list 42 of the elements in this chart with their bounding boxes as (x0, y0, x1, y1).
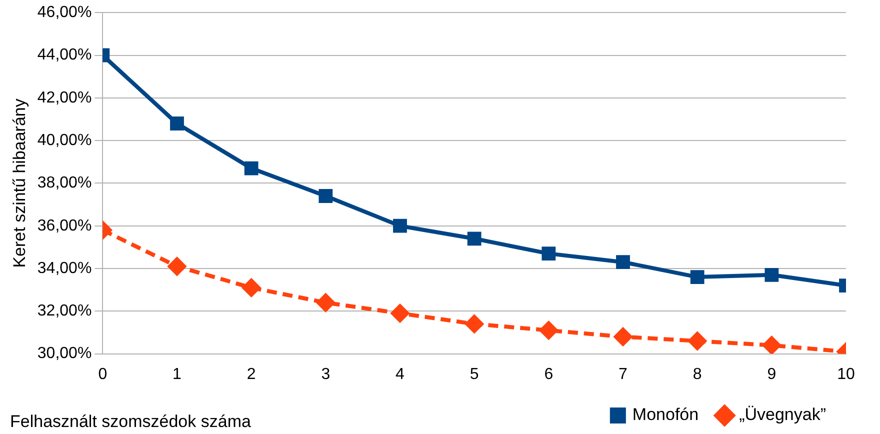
x-tick-label: 6 (544, 366, 554, 383)
y-tick-label: 36,00% (37, 217, 92, 234)
x-tick-label: 9 (767, 366, 776, 383)
point (170, 116, 184, 130)
point (316, 294, 335, 312)
legend-label: „Üvegnyak” (739, 405, 826, 424)
y-tick-label: 34,00% (37, 260, 92, 277)
point (762, 336, 781, 354)
point (614, 328, 632, 346)
x-axis-title: Felhasznált szomszédok száma (10, 412, 251, 432)
point (391, 304, 409, 322)
y-tick-label: 46,00% (37, 4, 92, 22)
point (688, 332, 706, 350)
x-tick-label: 0 (98, 366, 108, 383)
point (616, 255, 630, 270)
x-tick-label: 8 (692, 366, 702, 383)
point (540, 321, 558, 340)
y-tick-label: 30,00% (37, 345, 92, 362)
point (168, 257, 186, 276)
x-tick-label: 2 (246, 366, 256, 383)
x-tick-label: 5 (470, 366, 479, 383)
point (764, 268, 779, 282)
point (690, 270, 704, 284)
point (465, 314, 484, 333)
y-tick-label: 42,00% (37, 89, 92, 106)
y-tick-label: 38,00% (37, 174, 92, 192)
y-axis-title: Keret szintű hibaarány (10, 98, 29, 268)
point (318, 189, 333, 203)
x-tick-label: 3 (321, 366, 330, 383)
point (393, 218, 407, 233)
point (244, 161, 258, 176)
x-tick-label: 4 (396, 366, 405, 383)
legend-label: Monofón (632, 405, 699, 424)
point (542, 246, 556, 261)
x-tick-label: 7 (618, 366, 628, 383)
point (467, 232, 482, 246)
y-tick-label: 40,00% (37, 132, 92, 149)
x-tick-label: 10 (837, 366, 855, 383)
x-tick-label: 1 (172, 366, 182, 383)
point (242, 278, 260, 297)
y-tick-label: 32,00% (37, 302, 92, 320)
y-tick-label: 44,00% (37, 46, 92, 64)
